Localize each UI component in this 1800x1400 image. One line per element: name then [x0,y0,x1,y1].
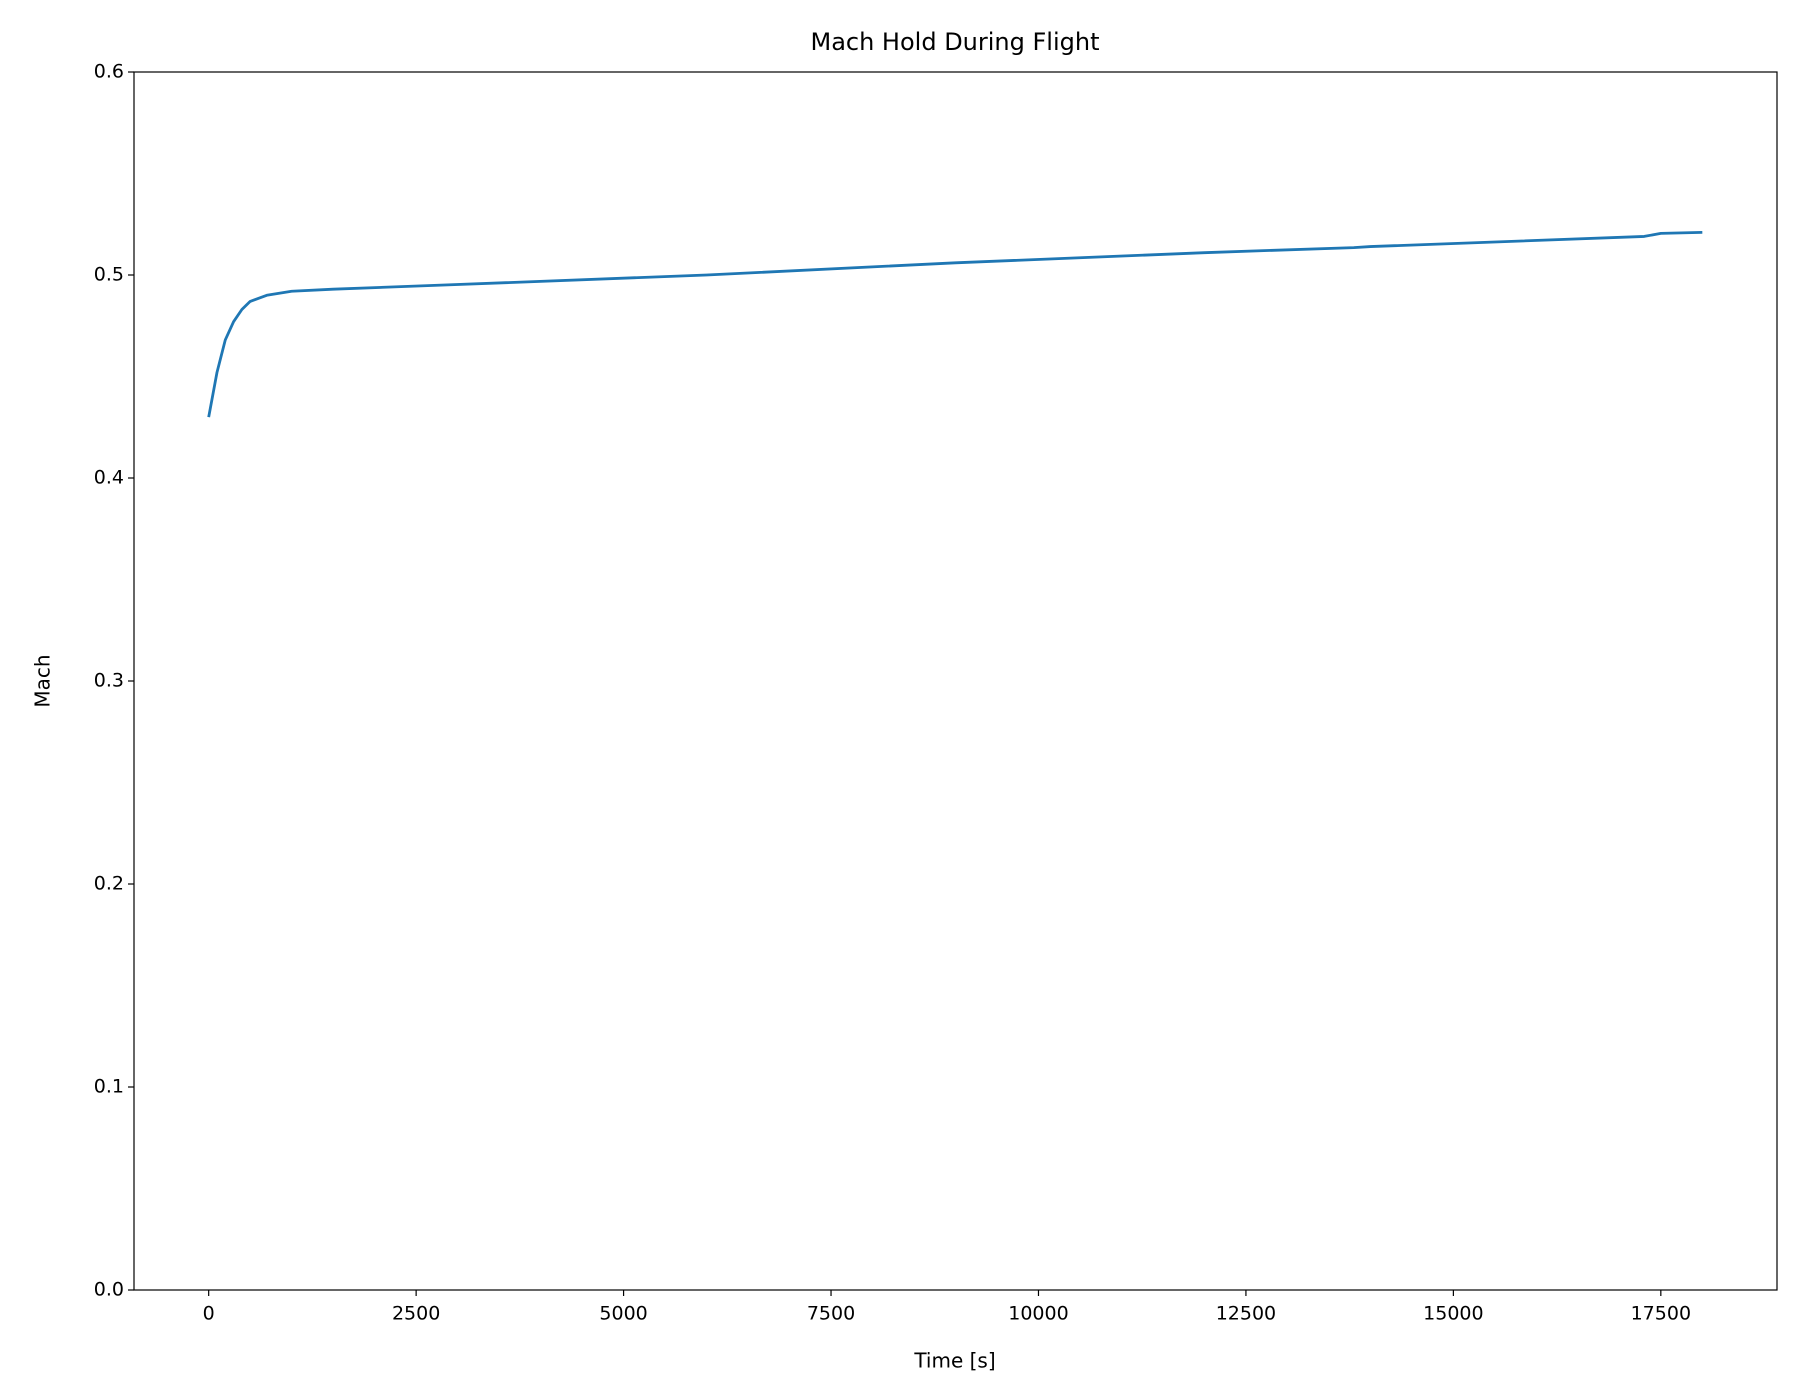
x-tick-label: 15000 [1423,1303,1483,1325]
x-tick-label: 12500 [1216,1303,1276,1325]
y-tick-label: 0.2 [94,873,124,895]
y-tick-label: 0.3 [94,670,124,692]
y-axis-label: Mach [31,654,55,707]
y-tick-label: 0.1 [94,1076,124,1098]
x-tick-label: 0 [203,1303,215,1325]
x-tick-label: 7500 [807,1303,855,1325]
y-tick-label: 0.6 [94,61,124,83]
x-tick-label: 2500 [392,1303,440,1325]
y-tick-label: 0.4 [94,467,124,489]
x-axis-label: Time [s] [913,1349,995,1373]
x-tick-label: 10000 [1008,1303,1068,1325]
y-tick-label: 0.0 [94,1279,124,1301]
chart-title: Mach Hold During Flight [810,28,1099,56]
x-tick-label: 17500 [1631,1303,1691,1325]
plot-frame [133,71,1778,1291]
data-line [207,230,1703,418]
y-tick-label: 0.5 [94,264,124,286]
x-tick-label: 5000 [599,1303,647,1325]
